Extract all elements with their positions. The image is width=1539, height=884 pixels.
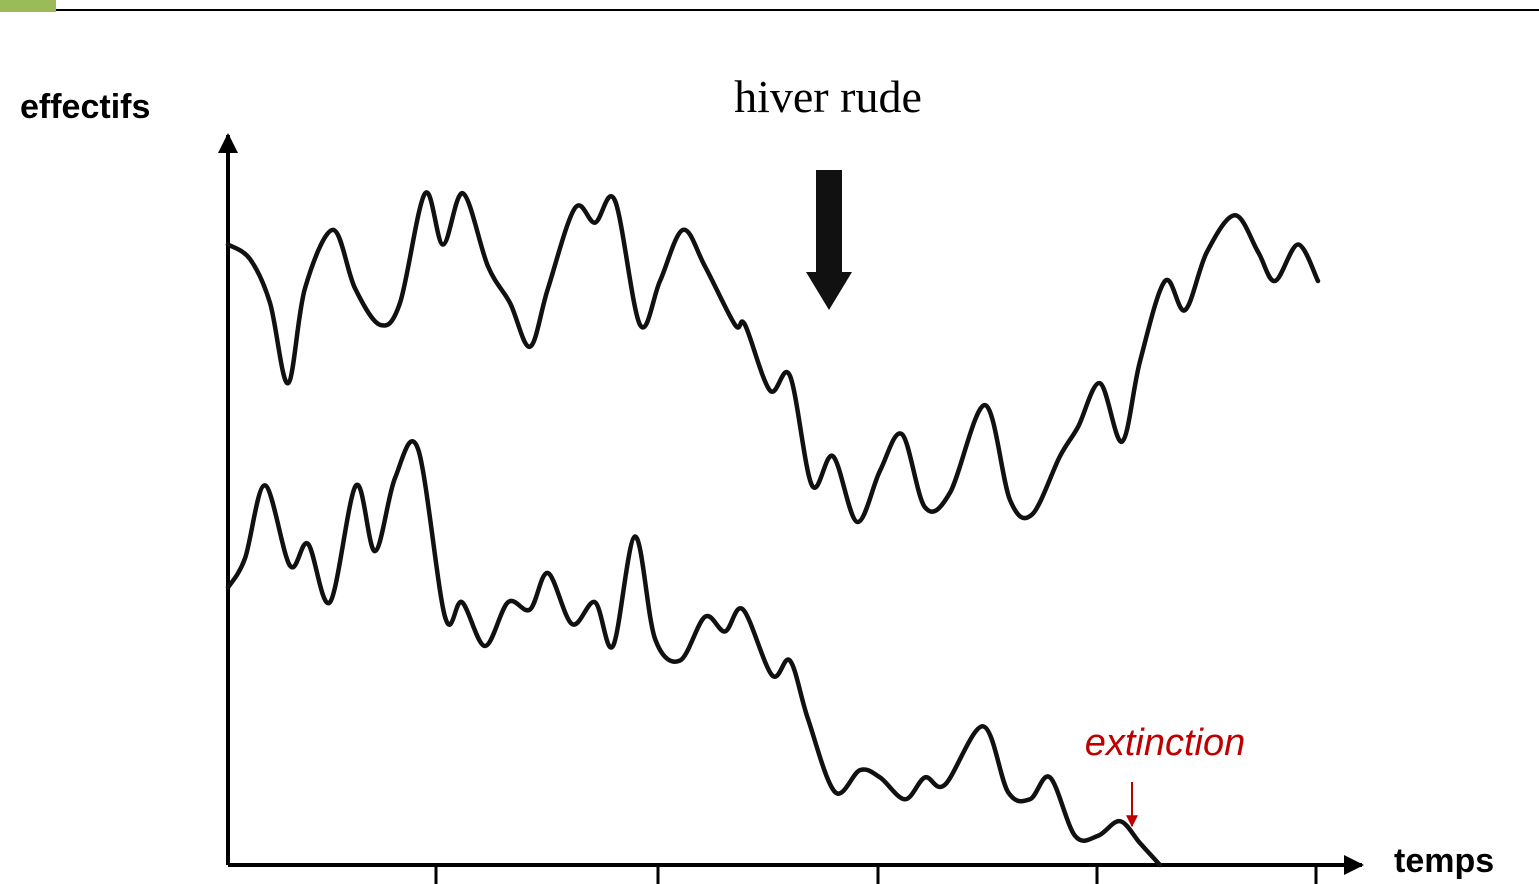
annotation-arrow: [806, 170, 852, 310]
annotation: extinction: [1085, 722, 1246, 764]
x-axis-notches: [434, 865, 1318, 884]
slide-accent: [0, 0, 56, 12]
y-axis-label: effectifs: [20, 88, 150, 126]
annotation: hiver rude: [734, 71, 922, 122]
x-axis-label: temps: [1394, 842, 1494, 880]
series-line: [225, 439, 1163, 868]
series-line: [225, 190, 1321, 525]
